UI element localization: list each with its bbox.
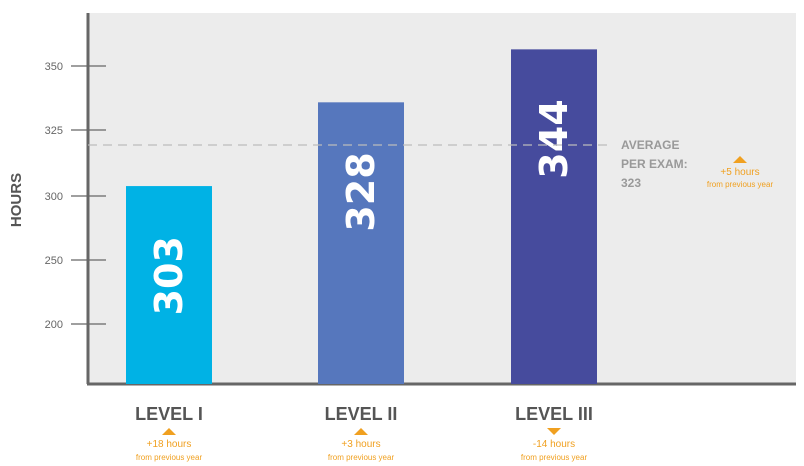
- bar: [126, 186, 212, 384]
- average-value: 323: [621, 176, 641, 190]
- y-tick-label: 325: [45, 125, 63, 137]
- change-sub: from previous year: [328, 453, 395, 462]
- y-tick-label: 350: [45, 61, 63, 73]
- bar: [318, 102, 404, 384]
- bar-value-label: 303: [147, 236, 191, 315]
- y-tick-label: 250: [45, 255, 63, 267]
- bar: [511, 49, 597, 385]
- average-annotation: AVERAGE PER EXAM: 323: [621, 138, 688, 190]
- bars: 303 328 344: [126, 49, 597, 385]
- category-label: LEVEL I: [135, 404, 203, 424]
- category-label: LEVEL II: [325, 404, 398, 424]
- average-line1: AVERAGE: [621, 138, 679, 152]
- arrow-up-icon: [162, 428, 176, 435]
- change-text: +3 hours: [341, 439, 380, 450]
- y-tick-label: 200: [45, 319, 63, 331]
- average-change: +5 hours from previous year: [707, 156, 774, 189]
- arrow-up-icon: [354, 428, 368, 435]
- average-line2: PER EXAM:: [621, 157, 688, 171]
- change-sub: from previous year: [136, 453, 203, 462]
- y-axis-label: HOURS: [8, 173, 25, 227]
- y-tick-label: 300: [45, 191, 63, 203]
- y-axis-ticks: 350 325 300 250 200: [45, 61, 106, 331]
- category-label: LEVEL III: [515, 404, 593, 424]
- average-change-sub: from previous year: [707, 180, 774, 189]
- arrow-down-icon: [547, 428, 561, 435]
- bar-value-label: 344: [532, 99, 576, 178]
- change-sub: from previous year: [521, 453, 588, 462]
- category-labels: LEVEL I +18 hours from previous year LEVEL …: [135, 404, 593, 462]
- average-change-arrow-icon: [733, 156, 747, 163]
- change-text: -14 hours: [533, 439, 575, 450]
- change-text: +18 hours: [147, 439, 192, 450]
- average-change-text: +5 hours: [720, 167, 759, 178]
- bar-value-label: 328: [339, 152, 383, 231]
